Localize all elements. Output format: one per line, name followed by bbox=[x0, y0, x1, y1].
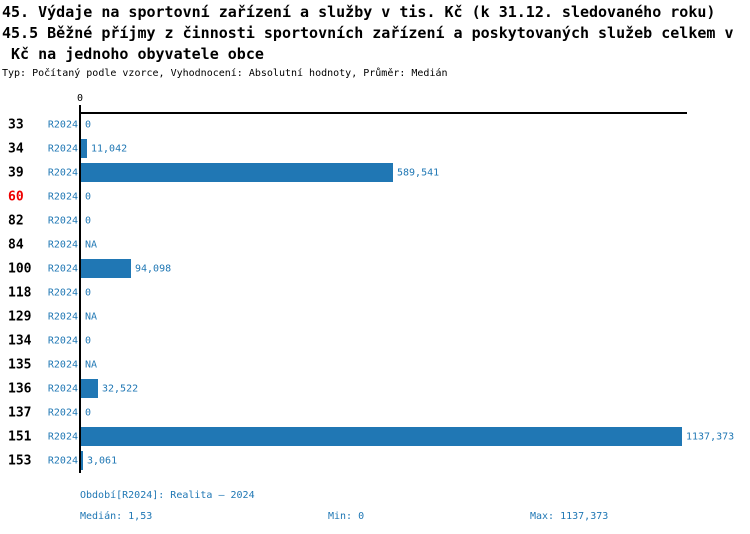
bar-value-label: 0 bbox=[85, 287, 92, 299]
bar-value-label: 0 bbox=[85, 407, 92, 419]
chart-subtitle: Typ: Počítaný podle vzorce, Vyhodnocení:… bbox=[2, 68, 448, 79]
chart-row: 118 R2024 0 bbox=[0, 281, 750, 305]
chart-title-line-1: 45. Výdaje na sportovní zařízení a služb… bbox=[2, 3, 716, 21]
row-series-label: R2024 bbox=[47, 359, 78, 371]
row-category-label: 39 bbox=[8, 165, 24, 181]
bar bbox=[81, 259, 131, 278]
row-category-label: 84 bbox=[8, 237, 24, 253]
bar-value-label: 11,042 bbox=[91, 143, 128, 155]
row-category-label: 136 bbox=[8, 381, 32, 397]
chart-row: 82 R2024 0 bbox=[0, 209, 750, 233]
bar bbox=[81, 139, 87, 158]
chart-row: 129 R2024 NA bbox=[0, 305, 750, 329]
bar-value-label: 0 bbox=[85, 119, 92, 131]
bar-value-label: 3,061 bbox=[87, 455, 118, 467]
chart-row: 84 R2024 NA bbox=[0, 233, 750, 257]
bar-value-label: NA bbox=[85, 359, 98, 371]
bar-value-label: 94,098 bbox=[135, 263, 172, 275]
row-series-label: R2024 bbox=[47, 239, 78, 251]
chart-title-line-2: 45.5 Běžné příjmy z činnosti sportovních… bbox=[2, 24, 734, 42]
row-series-label: R2024 bbox=[47, 407, 78, 419]
chart-row: 39 R2024 589,541 bbox=[0, 161, 750, 185]
row-category-label: 134 bbox=[8, 333, 32, 349]
bar-value-label: 1137,373 bbox=[686, 431, 735, 443]
chart-rows-container: 33 R2024 0 34 R2024 11,042 39 R2024 589,541 60 R20… bbox=[0, 113, 750, 473]
row-category-label: 153 bbox=[8, 453, 32, 469]
footer-median-stat: Medián: 1,53 bbox=[80, 511, 153, 522]
bar bbox=[81, 163, 393, 182]
bar-value-label: 0 bbox=[85, 335, 92, 347]
bar-value-label: 32,522 bbox=[102, 383, 139, 395]
row-category-label: 151 bbox=[8, 429, 32, 445]
row-category-label: 33 bbox=[8, 117, 24, 133]
row-category-label: 118 bbox=[8, 285, 32, 301]
chart-row: 136 R2024 32,522 bbox=[0, 377, 750, 401]
bar-value-label: 589,541 bbox=[397, 167, 440, 179]
bar bbox=[81, 427, 682, 446]
y-axis-line bbox=[79, 105, 81, 473]
chart-row: 135 R2024 NA bbox=[0, 353, 750, 377]
chart-row: 137 R2024 0 bbox=[0, 401, 750, 425]
chart-row: 34 R2024 11,042 bbox=[0, 137, 750, 161]
row-category-label: 100 bbox=[8, 261, 32, 277]
row-series-label: R2024 bbox=[47, 167, 78, 179]
row-series-label: R2024 bbox=[47, 455, 78, 467]
bar-value-label: 0 bbox=[85, 215, 92, 227]
chart-row: 60 R2024 0 bbox=[0, 185, 750, 209]
x-axis-line bbox=[79, 112, 687, 114]
row-series-label: R2024 bbox=[47, 383, 78, 395]
footer-max-stat: Max: 1137,373 bbox=[530, 511, 609, 522]
row-series-label: R2024 bbox=[47, 431, 78, 443]
chart-row: 151 R2024 1137,373 bbox=[0, 425, 750, 449]
row-series-label: R2024 bbox=[47, 311, 78, 323]
row-category-label: 129 bbox=[8, 309, 32, 325]
x-axis-zero-tick-label: 0 bbox=[76, 93, 84, 104]
chart-title-line-3: Kč na jednoho obyvatele obce bbox=[2, 45, 264, 63]
row-series-label: R2024 bbox=[47, 119, 78, 131]
footer-period-label: Období[R2024]: Realita – 2024 bbox=[80, 490, 255, 501]
row-category-label: 135 bbox=[8, 357, 32, 373]
bar bbox=[81, 451, 83, 470]
bar-value-label: NA bbox=[85, 239, 98, 251]
row-series-label: R2024 bbox=[47, 263, 78, 275]
row-series-label: R2024 bbox=[47, 191, 78, 203]
bar-value-label: NA bbox=[85, 311, 98, 323]
chart-row: 153 R2024 3,061 bbox=[0, 449, 750, 473]
row-category-label: 34 bbox=[8, 141, 24, 157]
row-series-label: R2024 bbox=[47, 287, 78, 299]
row-series-label: R2024 bbox=[47, 143, 78, 155]
chart-row: 33 R2024 0 bbox=[0, 113, 750, 137]
row-category-label: 137 bbox=[8, 405, 32, 421]
chart-row: 134 R2024 0 bbox=[0, 329, 750, 353]
row-series-label: R2024 bbox=[47, 335, 78, 347]
row-category-label: 60 bbox=[8, 189, 24, 205]
chart-row: 100 R2024 94,098 bbox=[0, 257, 750, 281]
row-category-label: 82 bbox=[8, 213, 24, 229]
row-series-label: R2024 bbox=[47, 215, 78, 227]
chart-title-block: 45. Výdaje na sportovní zařízení a služb… bbox=[2, 2, 734, 79]
bar bbox=[81, 379, 98, 398]
footer-min-stat: Min: 0 bbox=[328, 511, 365, 522]
bar-value-label: 0 bbox=[85, 191, 92, 203]
